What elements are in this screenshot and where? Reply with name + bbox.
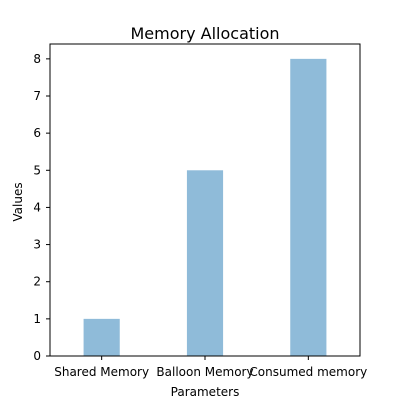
bar-balloon-memory bbox=[186, 170, 224, 356]
y-tick-label: 2 bbox=[33, 275, 41, 289]
y-tick-label: 1 bbox=[33, 312, 41, 326]
x-tick-label: Balloon Memory bbox=[156, 365, 253, 379]
bars-layer bbox=[83, 58, 327, 357]
plot-area: 0 1 2 3 4 5 6 7 8 Shared Memory Balloon MemoryCon… bbox=[33, 43, 367, 379]
bar-shared-memory bbox=[83, 318, 120, 356]
plot-frame bbox=[49, 43, 361, 357]
y-tick-label: 6 bbox=[33, 126, 41, 140]
chart-title: Memory Allocation bbox=[130, 24, 279, 43]
x-tick-label: Shared Memory bbox=[54, 365, 149, 379]
y-tick-label: 4 bbox=[33, 200, 41, 214]
y-tick-label: 5 bbox=[33, 163, 41, 177]
x-tick-label: Consumed memory bbox=[249, 365, 367, 379]
x-axis-label: Parameters bbox=[171, 385, 240, 399]
y-tick-label: 3 bbox=[33, 238, 41, 252]
y-tick-label: 0 bbox=[33, 349, 41, 363]
y-axis-label: Values bbox=[11, 182, 25, 221]
y-tick-label: 7 bbox=[33, 89, 41, 103]
bar-consumed-memory bbox=[290, 58, 327, 357]
y-tick-label: 8 bbox=[33, 52, 41, 66]
y-axis-ticks: 0 1 2 3 4 5 6 7 8 bbox=[33, 52, 50, 363]
